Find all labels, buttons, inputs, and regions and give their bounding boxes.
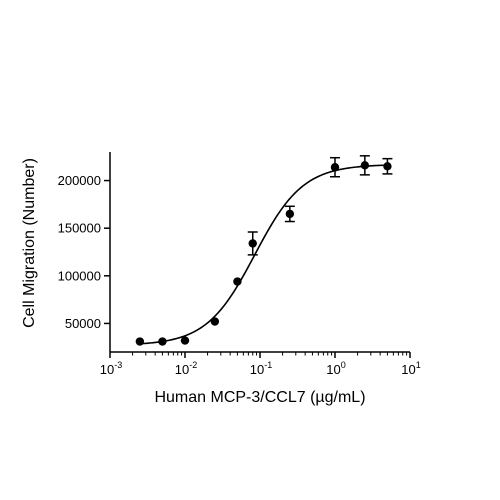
data-points [135, 155, 393, 346]
data-point [158, 337, 167, 346]
data-marker [210, 317, 220, 326]
data-point [330, 156, 340, 178]
data-point [233, 277, 242, 286]
x-tick-label: 100 [326, 360, 345, 377]
data-marker [248, 239, 257, 248]
y-axis-label: Cell Migration (Number) [21, 158, 38, 328]
data-marker [158, 337, 167, 346]
y-tick-label: 50000 [65, 316, 101, 331]
fit-curve [139, 164, 388, 345]
axes [109, 152, 410, 353]
data-marker [383, 162, 392, 171]
y-tick-label: 150000 [58, 221, 101, 236]
y-ticks: 50000 100000 150000 200000 [58, 173, 110, 331]
data-marker [180, 336, 190, 345]
x-tick-label: 101 [401, 360, 420, 377]
y-tick-label: 200000 [58, 173, 101, 188]
data-point [135, 337, 145, 346]
data-point [284, 205, 295, 223]
x-tick-label: 10-3 [100, 360, 122, 377]
x-axis-label: Human MCP-3/CCL7 (µg/mL) [154, 389, 365, 406]
x-ticks: 10-3 10-2 10-1 100 101 [100, 352, 421, 377]
data-marker [330, 163, 340, 172]
data-point [382, 157, 393, 175]
data-point [210, 317, 220, 326]
data-point [359, 155, 370, 176]
data-point [247, 231, 258, 256]
data-marker [285, 209, 295, 219]
data-marker [135, 337, 145, 346]
data-marker [360, 161, 370, 170]
x-tick-label: 10-2 [175, 360, 197, 377]
data-marker [233, 277, 242, 286]
x-tick-label: 10-1 [250, 360, 272, 377]
data-point [180, 336, 190, 345]
y-tick-label: 100000 [58, 268, 101, 283]
